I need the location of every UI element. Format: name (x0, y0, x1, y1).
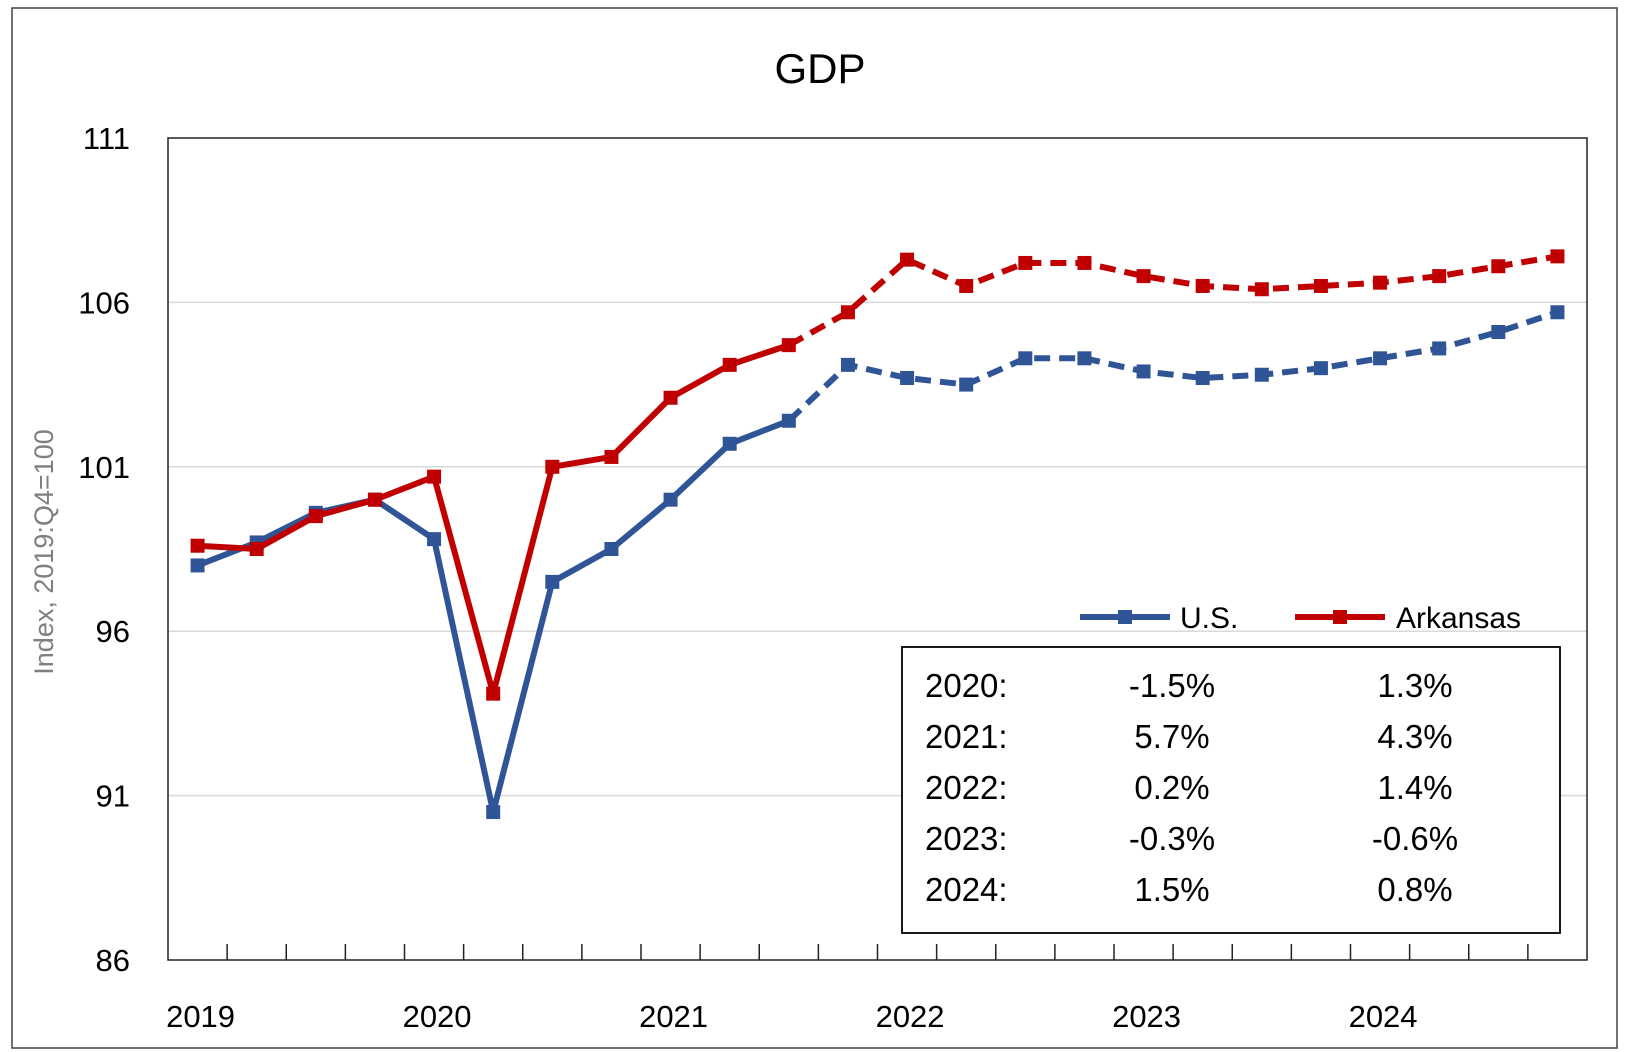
legend-label: Arkansas (1396, 602, 1521, 635)
data-point (427, 532, 442, 547)
legend-label: U.S. (1180, 602, 1238, 635)
growth-us: 1.5% (1134, 871, 1209, 908)
data-point (486, 686, 501, 701)
data-point (604, 449, 619, 464)
legend-swatch-marker (1333, 610, 1347, 624)
y-axis-label: Index, 2019:Q4=100 (29, 429, 59, 674)
legend-swatch-marker (1118, 610, 1132, 624)
growth-us: -1.5% (1129, 667, 1215, 704)
growth-arkansas: 4.3% (1377, 718, 1452, 755)
growth-arkansas: 0.8% (1377, 871, 1452, 908)
data-point (1313, 361, 1328, 376)
series-arkansas (190, 249, 1565, 701)
data-point (1550, 249, 1565, 264)
data-point (781, 413, 796, 428)
x-axis-ticks (226, 944, 1529, 960)
y-tick-label: 96 (96, 614, 130, 649)
x-tick-label: 2020 (403, 999, 472, 1034)
data-point (1136, 269, 1151, 284)
data-point (486, 805, 501, 820)
growth-arkansas: 1.3% (1377, 667, 1452, 704)
y-tick-label: 91 (96, 779, 130, 814)
x-axis-tick-labels: 2019 2020 2021 2022 2023 2024 (166, 999, 1417, 1034)
data-point (722, 436, 737, 451)
data-point (1254, 367, 1269, 382)
growth-year: 2021: (925, 718, 1008, 755)
data-point (1313, 278, 1328, 293)
growth-year: 2020: (925, 667, 1008, 704)
x-tick-label: 2024 (1349, 999, 1418, 1034)
growth-us: 0.2% (1134, 769, 1209, 806)
legend: U.S. Arkansas (1080, 602, 1521, 635)
y-tick-label: 106 (78, 285, 130, 320)
data-point (900, 252, 915, 267)
series-line-forecast (786, 309, 1559, 423)
data-point (722, 357, 737, 372)
data-point (249, 542, 264, 556)
growth-table-box (901, 646, 1561, 934)
data-point (1550, 305, 1565, 320)
data-point (840, 305, 855, 320)
data-point (190, 538, 205, 553)
growth-us: 5.7% (1134, 718, 1209, 755)
data-point (1491, 259, 1506, 274)
data-point (1018, 255, 1033, 270)
series-line-forecast (787, 253, 1558, 348)
data-point (427, 469, 442, 484)
chart-title: GDP (774, 45, 865, 92)
legend-item: Arkansas (1295, 602, 1521, 635)
data-point (604, 542, 619, 556)
growth-table-row: 2024: 1.5% 0.8% (925, 871, 1453, 908)
data-point (1195, 371, 1210, 386)
data-point (959, 377, 974, 392)
data-point (1432, 269, 1447, 284)
data-point (781, 338, 796, 353)
data-point (900, 371, 915, 386)
x-tick-label: 2022 (876, 999, 945, 1034)
data-point (1195, 278, 1210, 293)
data-point (663, 492, 678, 507)
data-point (545, 459, 560, 474)
data-point (367, 492, 382, 507)
data-point (1254, 282, 1269, 297)
growth-arkansas: -0.6% (1372, 820, 1458, 857)
growth-arkansas: 1.4% (1377, 769, 1452, 806)
series-lines (190, 249, 1565, 820)
y-axis-tick-labels: 86 91 96 101 106 111 (78, 121, 130, 978)
data-point (840, 357, 855, 372)
growth-table-row: 2023: -0.3% -0.6% (925, 820, 1458, 857)
data-point (1432, 341, 1447, 356)
y-tick-label: 101 (78, 450, 130, 485)
data-point (1018, 351, 1033, 366)
data-point (190, 558, 205, 573)
data-point (1077, 255, 1092, 270)
data-point (1373, 351, 1388, 366)
data-point (1077, 351, 1092, 366)
y-tick-label: 111 (83, 121, 130, 156)
growth-table: 2020: -1.5% 1.3% 2021: 5.7% 4.3% 2022: 0.2% 1.4%… (925, 667, 1458, 908)
x-tick-label: 2019 (166, 999, 235, 1034)
growth-year: 2023: (925, 820, 1008, 857)
growth-year: 2022: (925, 769, 1008, 806)
x-tick-label: 2023 (1112, 999, 1181, 1034)
growth-table-row: 2022: 0.2% 1.4% (925, 769, 1453, 806)
x-tick-label: 2021 (639, 999, 708, 1034)
growth-year: 2024: (925, 871, 1008, 908)
data-point (1491, 324, 1506, 339)
data-point (959, 278, 974, 293)
legend-item: U.S. (1080, 602, 1238, 635)
growth-table-row: 2020: -1.5% 1.3% (925, 667, 1453, 704)
data-point (663, 390, 678, 405)
growth-table-row: 2021: 5.7% 4.3% (925, 718, 1453, 755)
data-point (308, 509, 323, 524)
data-point (1136, 364, 1151, 379)
growth-us: -0.3% (1129, 820, 1215, 857)
series-us (190, 305, 1565, 820)
data-point (545, 574, 560, 589)
data-point (1373, 275, 1388, 290)
y-tick-label: 86 (96, 943, 130, 978)
